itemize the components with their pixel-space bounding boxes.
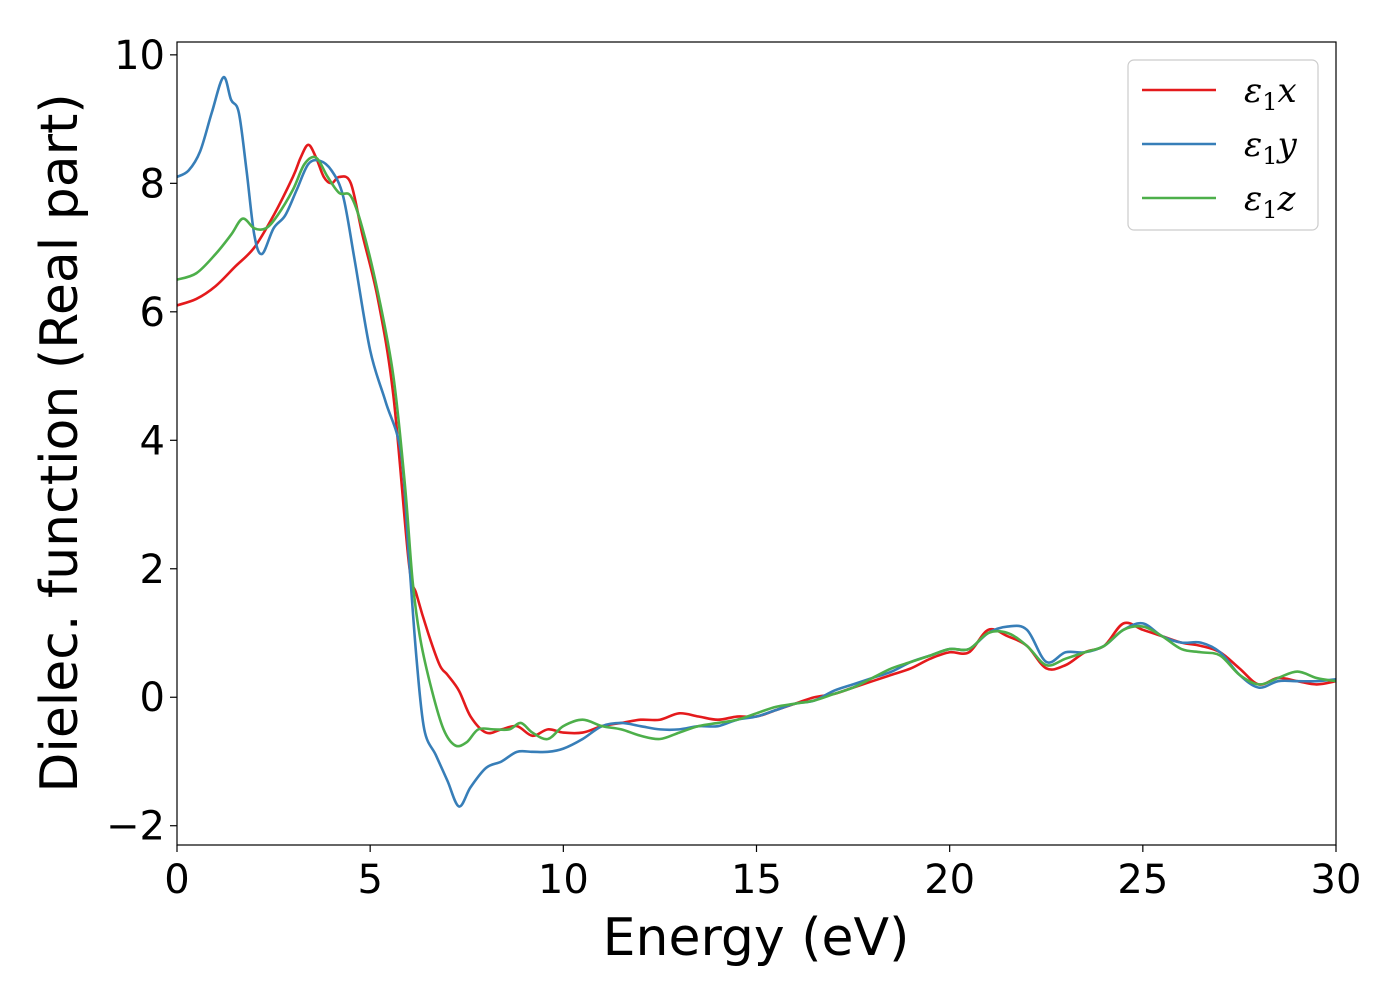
series-layer [177,76,1336,808]
legend-label: ε1y [1244,125,1298,170]
x-tick-label: 20 [924,857,975,903]
y-axis: −2 0 2 4 6 8 10 [106,33,177,850]
y-tick-label: 2 [140,547,165,593]
x-tick-label: 5 [357,857,382,903]
legend-label: ε1x [1244,71,1297,116]
x-tick-label: 0 [164,857,189,903]
y-tick-label: 6 [140,290,165,336]
legend-label: ε1z [1244,179,1297,224]
y-tick-label: 4 [140,418,165,464]
x-tick-label: 15 [731,857,782,903]
x-axis-title: Energy (eV) [603,908,910,968]
x-tick-label: 30 [1311,857,1362,903]
x-axis: 0 5 10 15 20 25 30 [164,845,1361,903]
series-line-z [177,155,1336,748]
legend: ε1x ε1y ε1z [1127,59,1319,231]
y-tick-label: 8 [140,161,165,207]
y-tick-label: −2 [106,804,165,850]
y-axis-title: Dielec. function (Real part) [30,93,90,792]
x-tick-label: 10 [538,857,589,903]
legend-box [1127,59,1319,231]
x-tick-label: 25 [1117,857,1168,903]
y-tick-label: 0 [140,675,165,721]
y-tick-label: 10 [114,33,165,79]
